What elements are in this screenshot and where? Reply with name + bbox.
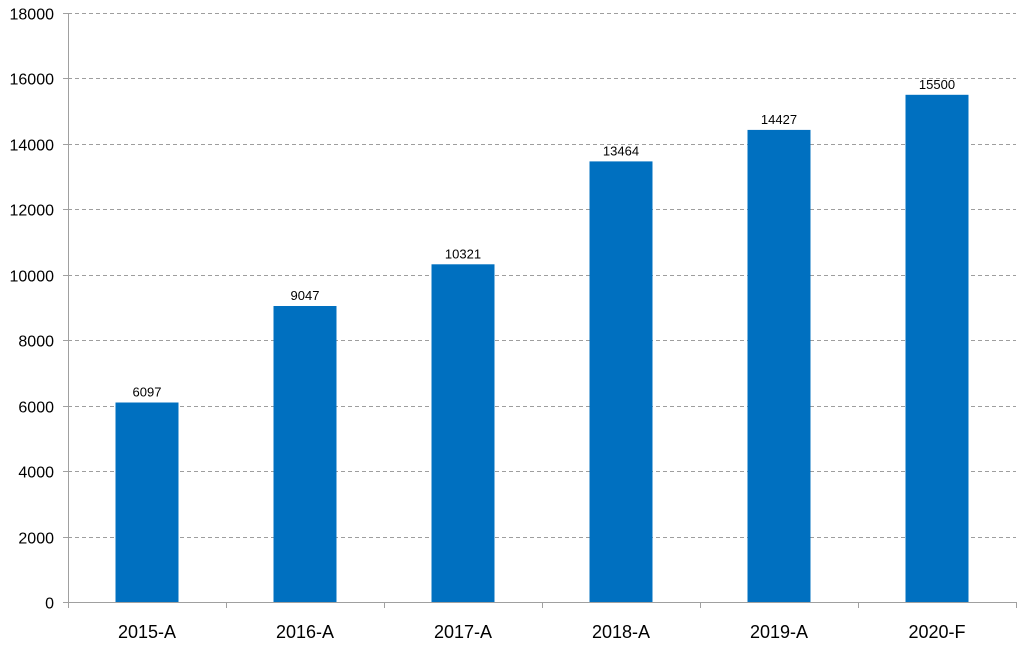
bars xyxy=(115,94,969,603)
gridlines xyxy=(68,13,1016,538)
bar-2018-A xyxy=(589,161,653,602)
data-label: 15500 xyxy=(919,77,955,92)
data-labels: 6097 9047 10321 13464 14427 15500 xyxy=(133,77,956,400)
data-label: 10321 xyxy=(445,246,481,261)
data-label: 14427 xyxy=(761,112,797,127)
x-tick-label: 2016-A xyxy=(276,622,334,642)
bar-2017-A xyxy=(431,264,495,602)
bar-2020-F xyxy=(905,94,969,603)
y-tick-label: 2000 xyxy=(18,531,54,548)
x-tick-label: 2018-A xyxy=(592,622,650,642)
y-tick-label: 14000 xyxy=(10,138,55,155)
data-label: 9047 xyxy=(291,288,320,303)
y-tick-label: 8000 xyxy=(18,334,54,351)
x-axis-tick-labels: 2015-A 2016-A 2017-A 2018-A 2019-A 2020-F xyxy=(118,622,966,642)
y-tick-label: 16000 xyxy=(10,72,55,89)
bar-2015-A xyxy=(115,402,179,602)
x-tick-label: 2015-A xyxy=(118,622,176,642)
y-tick-label: 6000 xyxy=(18,400,54,417)
y-tick-label: 12000 xyxy=(10,203,55,220)
x-tick-label: 2020-F xyxy=(908,622,965,642)
y-tick-label: 18000 xyxy=(10,7,55,24)
y-axis-tick-labels: 0 2000 4000 6000 8000 10000 12000 14000 16000 180… xyxy=(10,7,55,613)
y-tick-label: 4000 xyxy=(18,465,54,482)
axes xyxy=(63,13,1017,608)
bar-2019-A xyxy=(747,129,811,602)
data-label: 6097 xyxy=(133,385,162,400)
bar-2016-A xyxy=(273,306,337,602)
x-tick-label: 2019-A xyxy=(750,622,808,642)
data-label: 13464 xyxy=(603,143,639,158)
y-tick-label: 10000 xyxy=(10,269,55,286)
x-tick-label: 2017-A xyxy=(434,622,492,642)
y-tick-label: 0 xyxy=(45,596,54,613)
